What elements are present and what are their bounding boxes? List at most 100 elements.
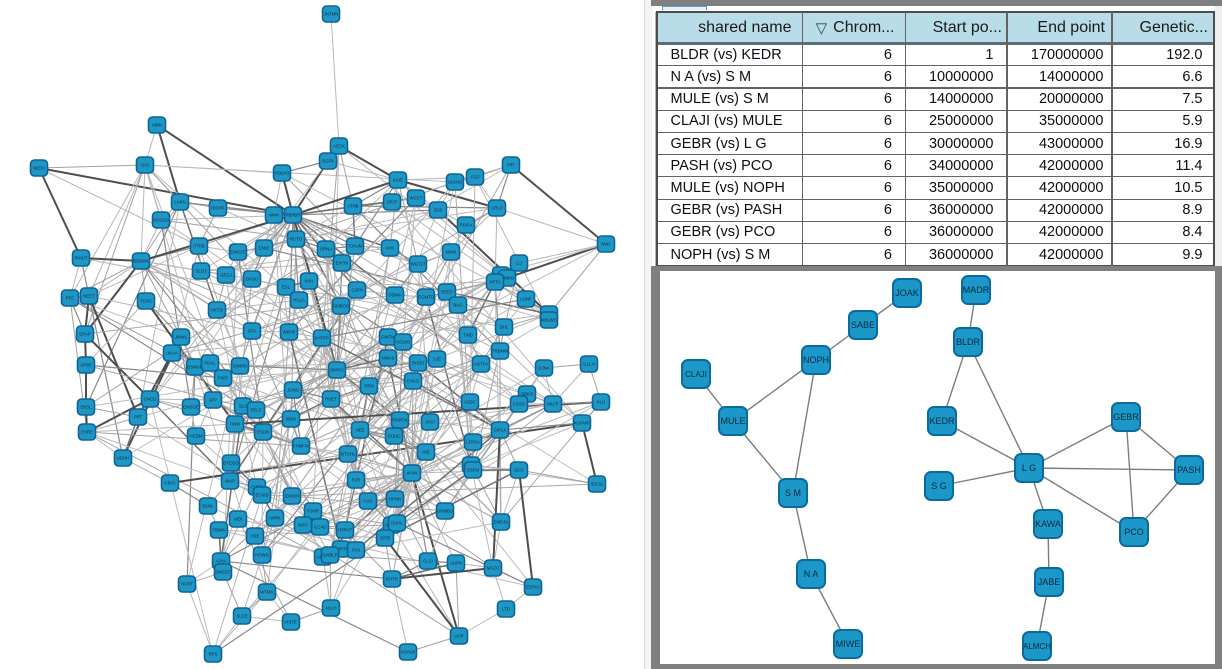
svg-text:SLS: SLS xyxy=(239,404,247,409)
svg-text:AIWKB: AIWKB xyxy=(500,276,514,281)
svg-text:ATNB: ATNB xyxy=(347,204,358,209)
svg-text:GCC: GCC xyxy=(514,468,524,473)
svg-text:BUG: BUG xyxy=(453,303,463,308)
svg-text:PTPB: PTPB xyxy=(193,244,204,249)
svg-text:BLDR: BLDR xyxy=(956,337,981,347)
svg-text:NEET: NEET xyxy=(83,294,95,299)
svg-text:FGHUF: FGHUF xyxy=(401,650,416,655)
svg-text:SABE: SABE xyxy=(851,320,875,330)
svg-text:GEGJ: GEGJ xyxy=(220,273,232,278)
svg-text:AHK: AHK xyxy=(386,246,395,251)
svg-text:S M: S M xyxy=(785,488,801,498)
svg-text:KHO: KHO xyxy=(298,523,308,528)
svg-text:NLLH: NLLH xyxy=(326,606,337,611)
svg-text:LUNF: LUNF xyxy=(520,297,532,302)
svg-text:FGD: FGD xyxy=(470,175,479,180)
svg-text:UDHH: UDHH xyxy=(117,456,129,461)
svg-text:WGTLT: WGTLT xyxy=(411,262,426,267)
svg-text:FJKO: FJKO xyxy=(165,481,177,486)
svg-text:DKRIC: DKRIC xyxy=(330,368,343,373)
svg-text:WUP: WUP xyxy=(225,479,235,484)
svg-text:CNCD: CNCD xyxy=(144,397,156,402)
svg-text:DIWRK: DIWRK xyxy=(233,364,247,369)
svg-text:CRLP: CRLP xyxy=(491,206,503,211)
svg-text:MGOJ: MGOJ xyxy=(487,566,499,571)
svg-text:KATPP: KATPP xyxy=(315,336,329,341)
svg-text:TJAUM: TJAUM xyxy=(348,244,363,249)
svg-text:JONS: JONS xyxy=(287,388,299,393)
svg-text:UOPTN: UOPTN xyxy=(333,547,348,552)
svg-text:SLCE: SLCE xyxy=(236,614,247,619)
svg-text:GGMTD: GGMTD xyxy=(418,295,434,300)
svg-text:ONSOE: ONSOE xyxy=(183,405,199,410)
svg-text:HPNN: HPNN xyxy=(389,497,401,502)
svg-text:RFLF: RFLF xyxy=(251,408,262,413)
svg-text:URMBU: URMBU xyxy=(437,509,453,514)
svg-text:DFAP: DFAP xyxy=(79,332,90,337)
svg-text:REEP: REEP xyxy=(441,290,453,295)
svg-text:HSE: HSE xyxy=(251,534,260,539)
svg-text:HIE: HIE xyxy=(422,450,429,455)
svg-text:GFA: GFA xyxy=(248,329,257,334)
svg-text:ESTKA: ESTKA xyxy=(526,585,540,590)
svg-text:HCDM: HCDM xyxy=(190,434,203,439)
svg-text:GIPLK: GIPLK xyxy=(494,428,507,433)
svg-text:ODMA: ODMA xyxy=(389,293,402,298)
svg-text:AGTFA: AGTFA xyxy=(474,362,488,367)
svg-text:JOAK: JOAK xyxy=(895,288,919,298)
svg-text:HGLA: HGLA xyxy=(293,298,305,303)
svg-text:GJFN: GJFN xyxy=(351,288,362,293)
svg-text:IDCHF: IDCHF xyxy=(211,206,225,211)
svg-text:NFRT: NFRT xyxy=(181,582,193,587)
svg-text:FWW: FWW xyxy=(230,422,242,427)
svg-text:MULE: MULE xyxy=(720,416,745,426)
svg-text:TBMW: TBMW xyxy=(212,528,226,533)
svg-text:EKSL: EKSL xyxy=(81,405,93,410)
svg-text:FDAL: FDAL xyxy=(205,361,217,366)
svg-text:CLAJI: CLAJI xyxy=(685,370,707,379)
svg-text:RJR: RJR xyxy=(352,478,360,483)
svg-text:IUAE: IUAE xyxy=(393,178,403,183)
svg-text:MTGHL: MTGHL xyxy=(340,452,356,457)
svg-text:LFFKA: LFFKA xyxy=(466,440,480,445)
svg-text:DHL: DHL xyxy=(500,325,509,330)
svg-text:AJHA: AJHA xyxy=(216,559,227,564)
svg-text:ESUN: ESUN xyxy=(257,430,269,435)
svg-text:HSTE: HSTE xyxy=(285,620,297,625)
svg-text:HFTA: HFTA xyxy=(490,280,501,285)
svg-text:SPJT: SPJT xyxy=(387,200,398,205)
svg-text:PCO: PCO xyxy=(1124,527,1144,537)
svg-text:NWJ: NWJ xyxy=(601,242,610,247)
svg-text:TGSC: TGSC xyxy=(140,299,152,304)
svg-text:JABE: JABE xyxy=(1038,577,1061,587)
svg-text:RPS: RPS xyxy=(209,652,218,657)
svg-text:FHMFW: FHMFW xyxy=(293,444,310,449)
svg-text:KJDC: KJDC xyxy=(464,400,475,405)
svg-text:HKTSI: HKTSI xyxy=(211,308,224,313)
svg-text:KHTR: KHTR xyxy=(386,577,398,582)
svg-text:AECK: AECK xyxy=(333,144,345,149)
svg-text:ORNA: ORNA xyxy=(320,247,333,252)
svg-text:FAS: FAS xyxy=(352,548,360,553)
svg-text:MADR: MADR xyxy=(963,285,990,295)
svg-text:PJHR: PJHR xyxy=(307,509,318,514)
svg-text:RCTO: RCTO xyxy=(290,237,303,242)
svg-text:SSFM: SSFM xyxy=(467,468,479,473)
svg-text:AUPN: AUPN xyxy=(450,561,462,566)
svg-text:SJE: SJE xyxy=(433,357,441,362)
svg-text:LLJ: LLJ xyxy=(516,261,523,266)
svg-text:JACI: JACI xyxy=(425,420,434,425)
svg-text:ECKIB: ECKIB xyxy=(256,493,269,498)
svg-text:S G: S G xyxy=(931,481,947,491)
svg-text:OBKO: OBKO xyxy=(521,392,534,397)
svg-text:OITB: OITB xyxy=(380,536,390,541)
svg-text:RNPOK: RNPOK xyxy=(392,418,407,423)
svg-text:GMBOO: GMBOO xyxy=(333,304,350,309)
svg-text:MBN: MBN xyxy=(152,123,162,128)
svg-text:ONSST: ONSST xyxy=(216,570,231,575)
svg-text:DUHL: DUHL xyxy=(391,521,403,526)
svg-text:MLFP: MLFP xyxy=(547,402,559,407)
svg-text:KSSGG: KSSGG xyxy=(153,218,169,223)
svg-text:L G: L G xyxy=(1022,463,1036,473)
svg-text:NOPH: NOPH xyxy=(803,355,829,365)
